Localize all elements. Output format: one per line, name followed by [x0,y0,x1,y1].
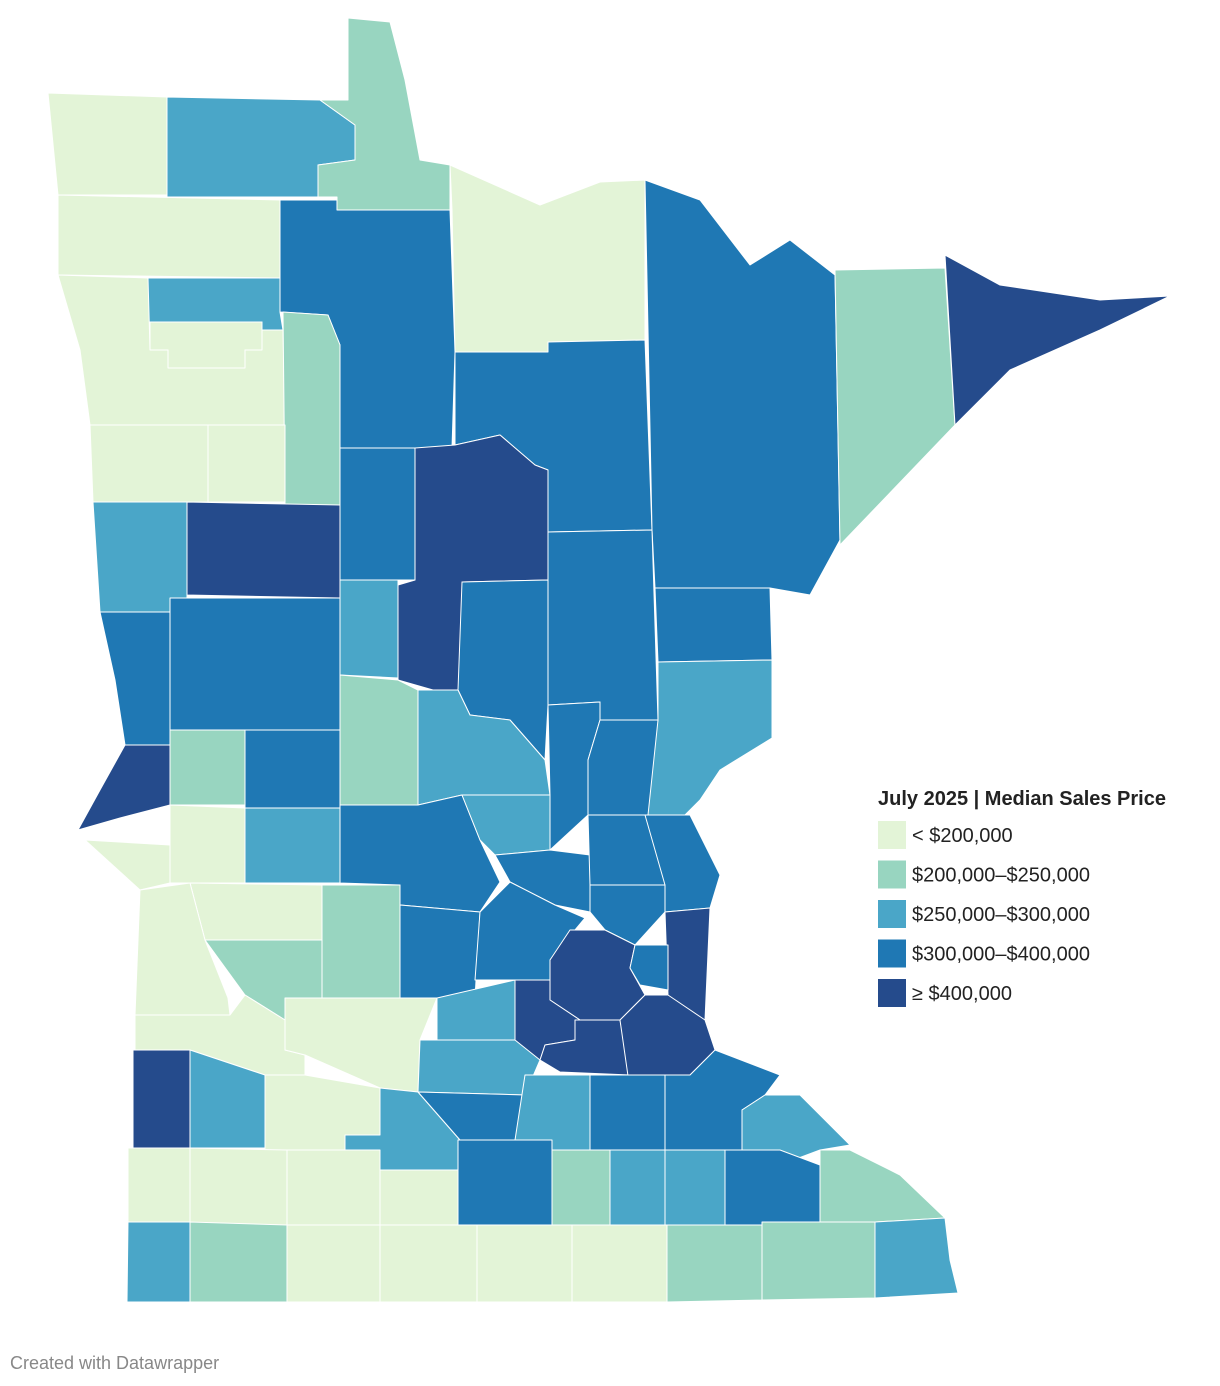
county [944,254,1171,426]
county [84,839,171,891]
county [126,1221,191,1303]
county [47,92,168,196]
county [92,501,188,613]
county [169,729,246,806]
county [321,884,401,999]
legend-swatch [878,860,906,889]
county [169,804,246,884]
legend-swatch [878,939,906,968]
county [77,744,171,831]
county [629,944,669,991]
county [127,1147,191,1223]
county [457,1139,553,1226]
legend: July 2025 | Median Sales Price < $200,00… [878,788,1166,1007]
county [609,1149,666,1226]
county [834,267,956,546]
county [761,1221,876,1301]
county [189,1147,288,1226]
county [186,501,341,599]
county [339,447,416,581]
county [189,882,323,941]
legend-title: July 2025 | Median Sales Price [878,788,1166,810]
county [514,1074,591,1151]
county [244,807,341,884]
credit: Created with Datawrapper [10,1353,219,1373]
county [244,729,341,809]
county [379,1224,478,1303]
county [379,1169,459,1226]
county [874,1217,959,1299]
legend-label: $300,000–$400,000 [912,944,1090,966]
county [644,659,773,816]
legend-label: $250,000–$300,000 [912,904,1090,926]
county [587,719,659,816]
county [339,794,501,913]
county [57,194,281,279]
legend-label: $200,000–$250,000 [912,865,1090,887]
county [819,1149,946,1223]
county [666,1224,763,1303]
legend-swatch [878,900,906,928]
county [339,579,399,679]
legend-swatch [878,821,906,849]
county [286,1149,381,1226]
county [724,1149,821,1226]
county [89,424,209,503]
legend-swatch [878,979,906,1007]
county [571,1224,668,1303]
county [449,164,646,353]
legend-label: ≥ $400,000 [912,983,1012,1005]
county-layer [47,17,1171,1303]
county [417,1039,541,1096]
county [189,1221,288,1303]
county [399,904,481,999]
county [207,424,286,503]
county [169,597,341,731]
county [99,611,171,746]
county [547,529,659,721]
county [551,1149,611,1226]
county [589,1074,666,1151]
county [476,1224,573,1303]
county [339,674,419,806]
county [286,1224,381,1303]
county [664,1149,726,1226]
county [549,929,646,1021]
legend-label: < $200,000 [912,825,1013,847]
county [644,179,841,596]
county [282,311,341,506]
county [654,587,773,663]
county [132,1049,191,1149]
